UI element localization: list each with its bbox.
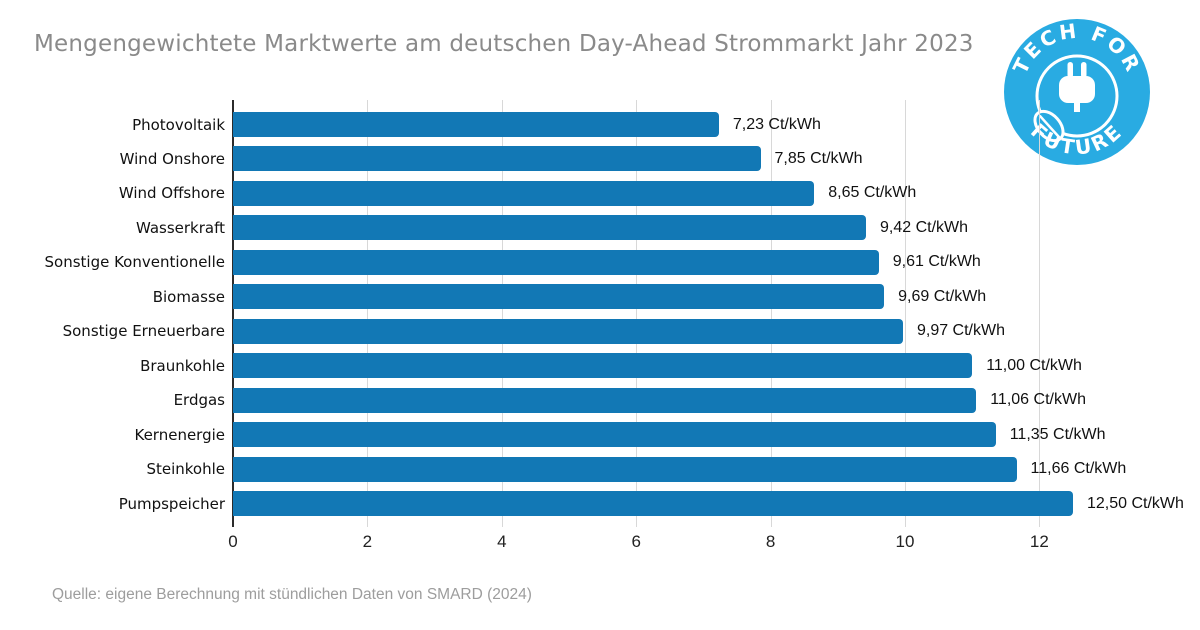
bar <box>233 318 903 344</box>
x-tick-label-8: 8 <box>765 532 776 551</box>
category-axis: Photovoltaik Wind Onshore Wind Offshore Was… <box>0 100 226 527</box>
value-label: 7,85 Ct/kWh <box>774 149 863 167</box>
category-label: Wasserkraft <box>135 218 225 237</box>
gridline-x-8 <box>770 100 772 527</box>
category-label: Biomasse <box>152 287 225 306</box>
tech-for-future-logo: TECH FOR FUTURE <box>1004 18 1150 165</box>
category-label: Braunkohle <box>140 356 225 375</box>
value-label: 8,65 Ct/kWh <box>828 184 917 202</box>
value-label: 7,23 Ct/kWh <box>732 115 821 133</box>
y-axis-line <box>232 100 234 527</box>
bar <box>233 112 719 137</box>
gridline-x-4 <box>501 100 503 527</box>
category-label: Kernenergie <box>134 425 225 444</box>
x-tick-label-6: 6 <box>631 532 641 551</box>
value-label: 11,06 Ct/kWh <box>990 391 1086 409</box>
category-label: Sonstige Erneuerbare <box>62 322 225 341</box>
category-label: Erdgas <box>173 391 225 410</box>
gridline-x-6 <box>636 100 638 527</box>
value-label: 12,50 Ct/kWh <box>1087 494 1184 512</box>
plug-icon <box>1059 62 1095 112</box>
bar <box>233 215 867 241</box>
value-label: 11,66 Ct/kWh <box>1030 460 1127 478</box>
x-tick-label-2: 2 <box>362 532 373 551</box>
bar <box>233 491 1073 517</box>
gridline-x-10 <box>905 100 906 527</box>
x-tick-label-10: 10 <box>895 532 915 551</box>
bar <box>233 249 879 275</box>
bar <box>233 387 977 413</box>
leaf-icon <box>1033 109 1065 143</box>
category-label: Photovoltaik <box>132 115 225 134</box>
bar <box>233 422 996 448</box>
category-label: Pumpspeicher <box>118 494 225 513</box>
x-tick-label-12: 12 <box>1029 532 1049 551</box>
bar <box>233 284 885 310</box>
value-label: 9,42 Ct/kWh <box>880 218 969 236</box>
plug-cord-icon <box>1035 54 1119 138</box>
x-axis-ticks: 0 2 4 6 8 10 12 <box>228 532 1138 556</box>
chart-title: Mengengewichtete Marktwerte am deutschen… <box>34 31 974 57</box>
value-label: 11,35 Ct/kWh <box>1009 425 1106 443</box>
x-tick-label-0: 0 <box>228 532 238 551</box>
bar <box>233 146 761 172</box>
value-label: 11,00 Ct/kWh <box>986 356 1082 374</box>
category-label: Wind Onshore <box>119 149 225 168</box>
value-label: 9,97 Ct/kWh <box>916 322 1005 340</box>
gridline-x-12 <box>1039 100 1041 527</box>
bar <box>233 353 973 379</box>
bar <box>233 456 1017 482</box>
value-label: 9,69 Ct/kWh <box>898 287 987 305</box>
plot-area: 7,23 Ct/kWh 7,85 Ct/kWh 8,65 Ct/kWh 9,42 Ct… <box>232 100 1184 527</box>
x-tick-label-4: 4 <box>497 532 507 551</box>
category-label: Steinkohle <box>146 460 225 479</box>
gridline-x-2 <box>367 100 369 527</box>
category-label: Sonstige Konventionelle <box>44 253 226 272</box>
bar <box>233 180 815 206</box>
category-label: Wind Offshore <box>118 184 225 203</box>
source-note: Quelle: eigene Berechnung mit stündliche… <box>52 586 532 603</box>
value-label: 9,61 Ct/kWh <box>892 253 981 271</box>
